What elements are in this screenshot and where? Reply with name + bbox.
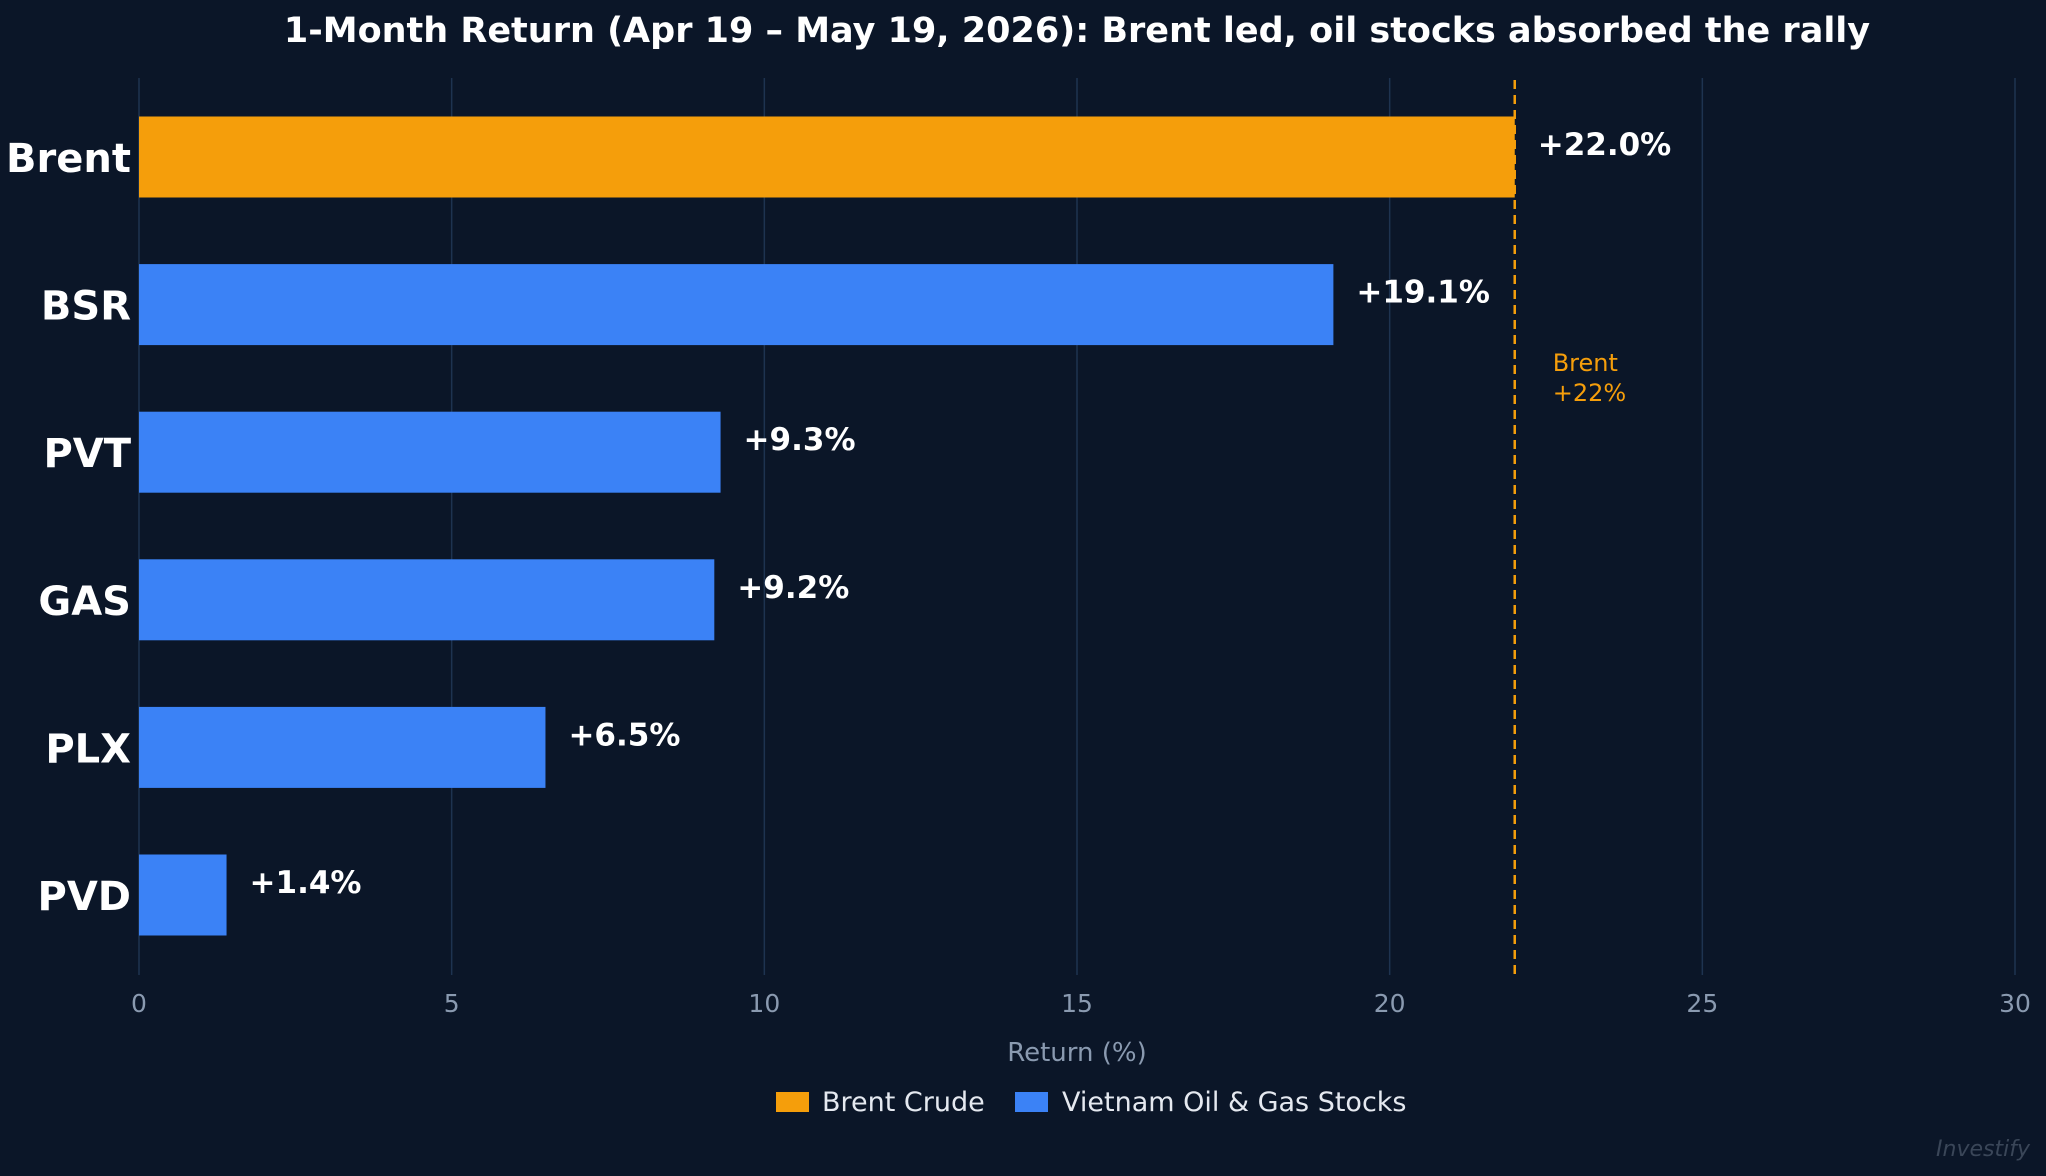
- value-label: +1.4%: [250, 865, 362, 901]
- value-label: +22.0%: [1538, 127, 1672, 163]
- reference-line-value: +22%: [1553, 379, 1626, 407]
- legend-label-stocks: Vietnam Oil & Gas Stocks: [1062, 1087, 1407, 1118]
- value-label: +9.3%: [744, 422, 856, 458]
- labels: 0 5 10 15 20 25 30 Brent +22.0% BSR +19.1% PVT +9.3%…: [6, 127, 2031, 1018]
- category-label: PVD: [38, 874, 131, 920]
- x-tick-label: 5: [444, 989, 460, 1018]
- grid-lines: [138, 78, 2016, 975]
- category-label: PLX: [45, 726, 131, 772]
- legend-swatch-stocks: [1015, 1092, 1048, 1112]
- x-tick-label: 0: [131, 989, 147, 1018]
- value-label: +19.1%: [1356, 275, 1490, 311]
- x-axis-title: Return (%): [1007, 1038, 1147, 1068]
- category-label: PVT: [43, 431, 131, 477]
- category-label: BSR: [41, 284, 131, 330]
- legend: Brent Crude Vietnam Oil & Gas Stocks: [776, 1087, 1407, 1118]
- bar-brent: [139, 116, 1515, 198]
- value-label: +9.2%: [737, 570, 849, 606]
- value-label: +6.5%: [568, 717, 680, 753]
- bar-gas: [139, 559, 715, 641]
- watermark: Investify: [1936, 1137, 2031, 1162]
- legend-swatch-brent: [776, 1092, 809, 1112]
- reference-line-group: Brent+22%: [1513, 80, 1626, 975]
- x-tick-label: 15: [1061, 989, 1093, 1018]
- bar-plx: [139, 706, 546, 788]
- bar-pvt: [139, 411, 721, 493]
- x-tick-label: 10: [748, 989, 780, 1018]
- category-label: GAS: [38, 579, 131, 625]
- x-tick-label: 25: [1686, 989, 1718, 1018]
- reference-line-label: Brent: [1553, 349, 1618, 377]
- bars: [139, 116, 1515, 936]
- bar-pvd: [139, 854, 227, 936]
- x-tick-label: 20: [1374, 989, 1406, 1018]
- legend-label-brent: Brent Crude: [822, 1087, 985, 1118]
- x-tick-label: 30: [1999, 989, 2031, 1018]
- category-label: Brent: [6, 136, 131, 182]
- chart-title: 1-Month Return (Apr 19 – May 19, 2026): …: [284, 11, 1870, 51]
- bar-bsr: [139, 264, 1334, 346]
